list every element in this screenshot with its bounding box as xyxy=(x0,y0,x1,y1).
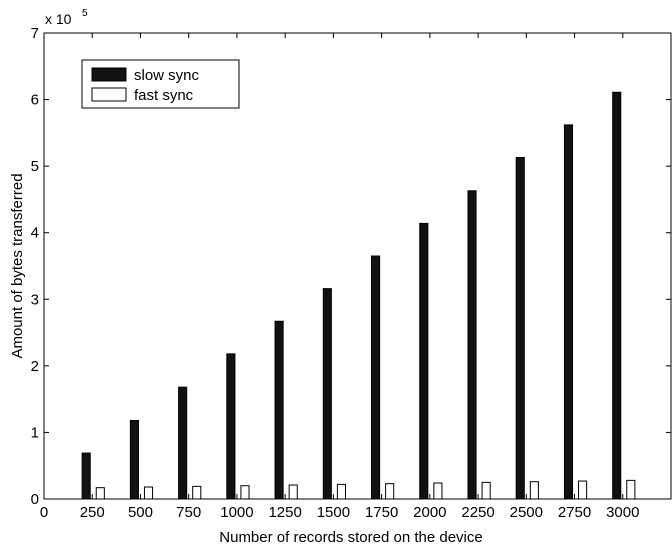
bar-slow-sync-1750 xyxy=(371,255,381,500)
x-tick-label: 500 xyxy=(128,504,153,521)
bar-fast-sync-1750 xyxy=(385,483,395,500)
bar-fast-sync-2750 xyxy=(578,480,588,500)
bar-fast-sync-1000 xyxy=(240,485,250,500)
x-tick-label: 2250 xyxy=(461,504,494,521)
bar-slow-sync-2000 xyxy=(419,222,429,500)
bar-slow-sync-250 xyxy=(81,452,91,500)
legend-swatch-fast-sync xyxy=(91,87,127,102)
x-tick-label: 1250 xyxy=(268,504,301,521)
bar-fast-sync-3000 xyxy=(626,479,636,500)
y-tick-labels: 0 1 2 3 4 5 6 7 xyxy=(31,25,39,508)
y-tick-label: 4 xyxy=(31,225,39,242)
x-tick-label: 2750 xyxy=(558,504,591,521)
y-tick-label: 6 xyxy=(31,92,39,109)
x-tick-label: 2500 xyxy=(510,504,543,521)
legend-swatch-slow-sync xyxy=(91,67,127,82)
bar-slow-sync-2750 xyxy=(563,124,574,500)
y-axis-label: Amount of bytes transferred xyxy=(9,173,26,358)
x-tick-label: 250 xyxy=(80,504,105,521)
bar-fast-sync-2000 xyxy=(433,482,443,500)
x-tick-label: 1750 xyxy=(365,504,398,521)
bar-fast-sync-1500 xyxy=(336,483,346,500)
y-tick-marks xyxy=(44,32,671,500)
bar-slow-sync-2500 xyxy=(515,156,525,500)
legend-label-fast-sync: fast sync xyxy=(134,87,194,104)
bar-fast-sync-500 xyxy=(143,486,154,500)
bar-slow-sync-3000 xyxy=(612,91,622,500)
bar-slow-sync-1000 xyxy=(226,353,236,500)
x-tick-labels: 0 250 500 750 1000 1250 1500 1750 2000 2250 2500 27… xyxy=(40,504,640,521)
x-tick-label: 3000 xyxy=(606,504,639,521)
bar-fast-sync-750 xyxy=(192,485,202,500)
y-tick-label: 3 xyxy=(31,291,39,308)
bar-slow-sync-1250 xyxy=(274,320,284,500)
bar-fast-sync-250 xyxy=(95,487,105,500)
x-tick-label: 2000 xyxy=(413,504,446,521)
y-tick-label: 7 xyxy=(31,25,39,42)
bar-slow-sync-2250 xyxy=(467,190,477,500)
legend: slow sync fast sync xyxy=(81,59,240,109)
y-multiplier-exponent: 5 xyxy=(82,8,88,19)
y-tick-label: 5 xyxy=(31,158,39,175)
bar-slow-sync-1500 xyxy=(322,288,332,500)
bar-fast-sync-2500 xyxy=(529,481,539,500)
x-tick-marks xyxy=(43,33,624,499)
bar-fast-sync-2250 xyxy=(481,481,491,500)
x-axis-label: Number of records stored on the device xyxy=(219,529,482,546)
x-tick-label: 750 xyxy=(176,504,201,521)
x-tick-label: 1000 xyxy=(220,504,253,521)
bar-slow-sync-500 xyxy=(129,419,139,500)
bar-fast-sync-1250 xyxy=(288,484,298,500)
y-tick-label: 2 xyxy=(31,358,39,375)
x-tick-label: 1500 xyxy=(317,504,350,521)
y-multiplier-base: x 10 xyxy=(45,11,72,27)
legend-label-slow-sync: slow sync xyxy=(134,67,200,84)
x-tick-label: 0 xyxy=(40,504,48,521)
bar-slow-sync-750 xyxy=(178,386,188,500)
bars xyxy=(81,91,636,500)
y-tick-label: 1 xyxy=(31,424,39,441)
y-tick-label: 0 xyxy=(31,491,39,508)
